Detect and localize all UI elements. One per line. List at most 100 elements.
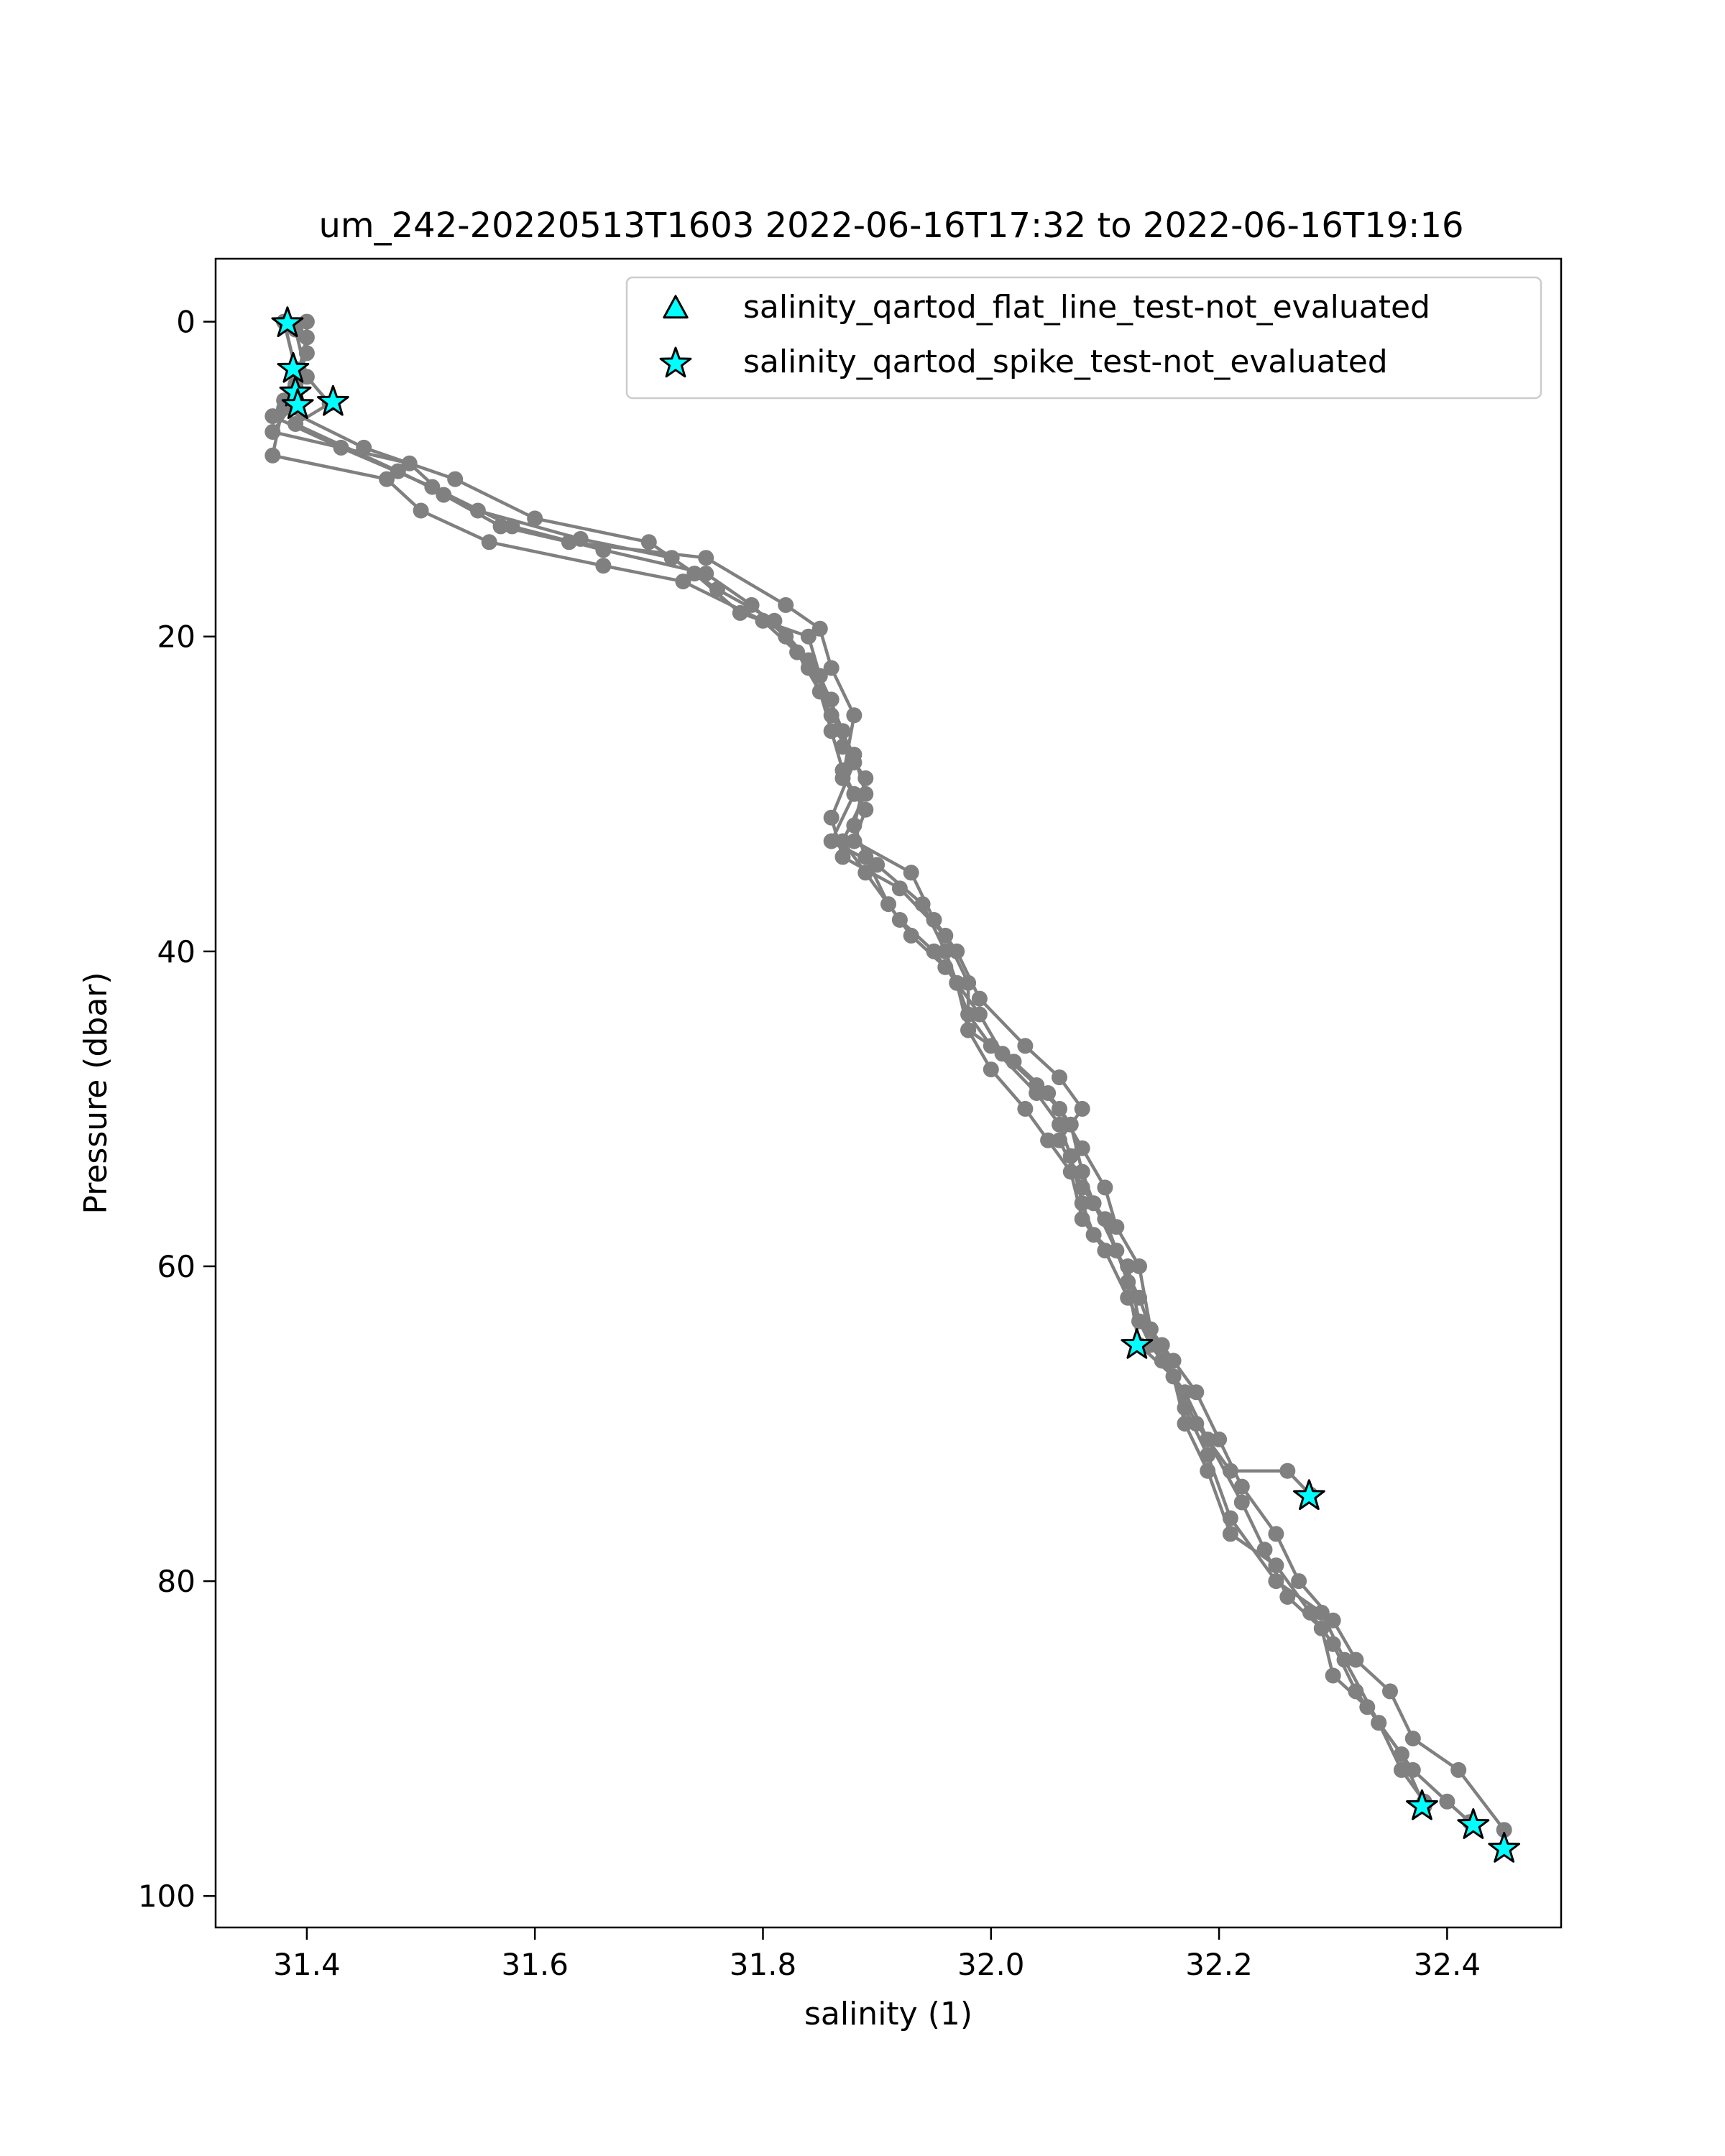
profile-point — [903, 927, 919, 944]
profile-point — [1404, 1761, 1421, 1778]
spike-test-marker — [1293, 1479, 1325, 1511]
x-axis: 31.4 31.6 31.8 32.0 32.2 32.4 — [273, 1927, 1481, 1982]
y-tick-label: 80 — [157, 1564, 196, 1599]
markers-layer — [271, 306, 1521, 1863]
profile-point — [1108, 1219, 1125, 1235]
profile-point — [846, 747, 862, 763]
profile-point — [823, 809, 840, 826]
profile-point — [983, 1061, 999, 1078]
spike-test-marker — [281, 388, 314, 419]
profile-point — [800, 628, 816, 645]
legend-entry-spike: salinity_qartod_spike_test-not_evaluated — [743, 344, 1388, 380]
profile-point — [1177, 1416, 1193, 1432]
profile-point — [379, 471, 395, 487]
profile-point — [1268, 1573, 1284, 1590]
profile-line-0 — [271, 321, 1312, 1496]
profile-point — [1233, 1494, 1250, 1511]
profile-point — [1268, 1526, 1284, 1542]
profile-point — [1062, 1164, 1079, 1180]
profile-point — [1062, 1148, 1079, 1164]
profile-point — [1291, 1573, 1307, 1590]
profile-point — [1211, 1431, 1228, 1447]
profile-point — [1325, 1612, 1341, 1628]
profile-point — [971, 990, 988, 1007]
spike-test-marker — [1457, 1808, 1490, 1839]
profile-point — [1325, 1667, 1341, 1684]
profile-point — [834, 833, 851, 849]
profile-point — [264, 408, 281, 425]
profile-point — [823, 660, 840, 676]
spike-test-marker — [271, 306, 304, 338]
profile-point — [1496, 1822, 1512, 1838]
profile-point — [1017, 1100, 1034, 1117]
profile-point — [834, 762, 851, 778]
profile-point — [356, 439, 372, 456]
profile-line-4 — [271, 336, 1426, 1803]
legend-entry-flat-line: salinity_qartod_flat_line_test-not_evalu… — [743, 289, 1430, 326]
y-tick-label: 100 — [138, 1879, 196, 1914]
profile-point — [949, 975, 965, 991]
profile-point — [1120, 1258, 1136, 1274]
x-tick-label: 31.6 — [501, 1947, 569, 1982]
profile-line-1 — [282, 321, 1426, 1807]
spike-test-marker — [1488, 1832, 1521, 1863]
profile-point — [926, 943, 942, 959]
profile-point — [424, 479, 441, 495]
profile-point — [527, 510, 543, 527]
spike-test-marker — [277, 351, 310, 383]
profile-point — [778, 628, 794, 645]
profile-point — [846, 786, 862, 802]
y-tick-label: 0 — [176, 305, 196, 340]
x-tick-label: 32.4 — [1414, 1947, 1481, 1982]
legend-star-marker — [659, 346, 692, 378]
y-tick-label: 20 — [157, 619, 196, 655]
profile-point — [834, 849, 851, 865]
profile-point — [1097, 1179, 1113, 1196]
profile-point — [1200, 1462, 1216, 1479]
profiles-layer — [264, 313, 1512, 1857]
legend-triangle-marker — [663, 295, 689, 319]
profile-point — [1074, 1140, 1090, 1156]
profile-point — [595, 542, 612, 558]
profile-point — [1052, 1069, 1067, 1086]
x-tick-label: 31.4 — [273, 1947, 341, 1982]
profile-point — [1404, 1731, 1421, 1747]
profile-point — [1222, 1526, 1238, 1542]
profile-point — [823, 707, 840, 724]
y-axis-label: Pressure (dbar) — [78, 972, 114, 1214]
x-tick-label: 32.0 — [957, 1947, 1025, 1982]
x-tick-label: 32.2 — [1185, 1947, 1253, 1982]
spike-test-marker — [1121, 1328, 1154, 1359]
profile-point — [595, 558, 612, 574]
profile-point — [413, 502, 429, 519]
profile-point — [937, 943, 954, 959]
profile-point — [1074, 1164, 1090, 1180]
profile-point — [1348, 1683, 1364, 1700]
profile-point — [1188, 1384, 1205, 1401]
profile-point — [1302, 1604, 1318, 1621]
profile-point — [1268, 1557, 1284, 1574]
profile-point — [1052, 1116, 1067, 1133]
profile-point — [1313, 1604, 1330, 1621]
profile-point — [1040, 1085, 1057, 1101]
profile-point — [823, 723, 840, 740]
profile-point — [1131, 1258, 1147, 1274]
profile-point — [1165, 1368, 1182, 1385]
profile-point — [857, 865, 874, 881]
profile-point — [960, 1022, 977, 1038]
profile-point — [1325, 1636, 1341, 1652]
profile-point — [1074, 1100, 1090, 1117]
profile-point — [743, 596, 760, 613]
y-tick-label: 60 — [157, 1249, 196, 1284]
profile-point — [1017, 1038, 1034, 1054]
profile-point — [891, 880, 908, 897]
profile-point — [1120, 1289, 1136, 1306]
profile-point — [447, 471, 464, 487]
triangle-icon — [663, 295, 689, 319]
profile-point — [1108, 1243, 1125, 1259]
profile-point — [1439, 1793, 1455, 1810]
profile-point — [857, 849, 874, 865]
plot-frame — [214, 257, 1563, 1929]
star-icon — [659, 346, 692, 378]
